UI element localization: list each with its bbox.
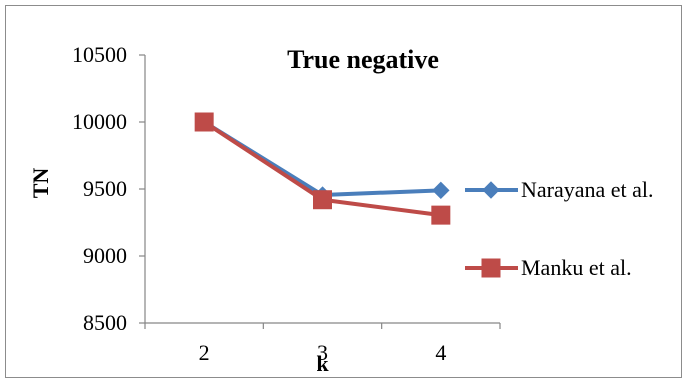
series-2 (194, 112, 451, 225)
legend-item: Narayana et al. (465, 177, 654, 202)
data-point (194, 112, 214, 132)
series-line (203, 120, 441, 198)
legend-marker (482, 181, 500, 199)
series-layer (194, 112, 451, 225)
x-tick-label: 2 (199, 340, 210, 365)
x-tick-label: 3 (317, 340, 328, 365)
series-1 (195, 113, 450, 204)
data-point (313, 190, 332, 210)
y-axis-ticks: 8500 9000 9500 10000 10500 (72, 42, 145, 335)
y-tick-label: 8500 (83, 310, 127, 335)
y-tick-label: 10500 (72, 42, 127, 67)
chart-title: True negative (287, 45, 439, 74)
chart-frame (5, 5, 682, 378)
y-tick-label: 9500 (83, 176, 127, 201)
x-axis-title: k (316, 351, 329, 376)
x-tick-label: 4 (435, 340, 446, 365)
legend-label: Manku et al. (521, 255, 632, 280)
y-axis-title: TN (28, 168, 53, 199)
legend-label: Narayana et al. (521, 177, 654, 202)
chart-legend: Narayana et al. Manku et al. (465, 177, 654, 280)
legend-marker (481, 258, 501, 278)
data-point (432, 181, 450, 200)
x-axis-ticks: 2 3 4 (144, 323, 501, 365)
data-point (431, 205, 451, 225)
y-tick-label: 9000 (83, 243, 127, 268)
y-tick-label: 10000 (72, 109, 127, 134)
legend-item: Manku et al. (465, 255, 632, 280)
